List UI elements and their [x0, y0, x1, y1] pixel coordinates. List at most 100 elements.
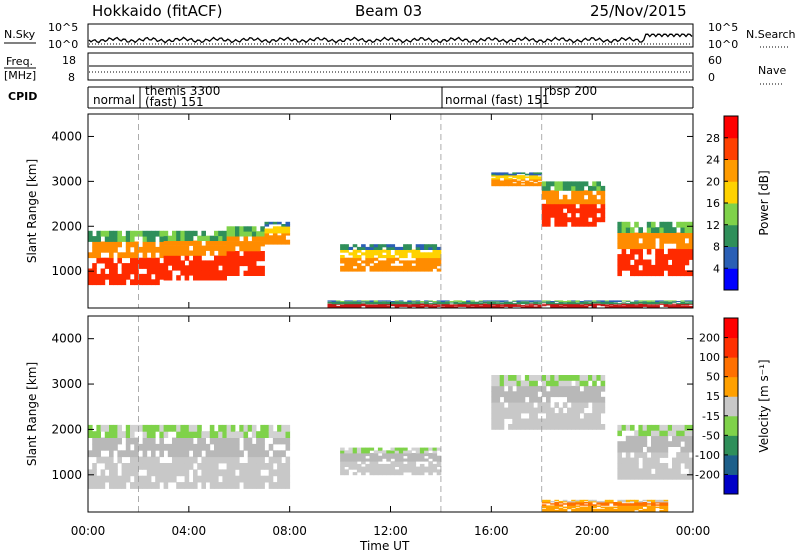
power-echo-cell	[382, 303, 387, 305]
power-echo-cell	[243, 231, 249, 237]
power-echo-cell	[663, 302, 669, 304]
power-echo-cell	[377, 306, 383, 308]
velocity-echo-cell	[92, 463, 97, 470]
power-echo-cell	[520, 175, 526, 177]
power-echo-cell	[554, 303, 559, 305]
power-echo-cell	[651, 227, 656, 233]
velocity-echo-cell	[634, 504, 639, 506]
power-echo-cell	[600, 194, 606, 200]
power-echo-cell	[92, 273, 97, 280]
velocity-echo-cell	[672, 468, 677, 475]
power-echo-cell	[134, 252, 139, 259]
velocity-echo-cell	[625, 507, 631, 510]
power-echo-cell	[579, 221, 585, 227]
velocity-echo-cell	[625, 499, 631, 502]
velocity-echo-cell	[592, 375, 597, 381]
power-echo-cell	[625, 254, 631, 260]
velocity-echo-cell	[352, 472, 358, 476]
power-echo-cell	[256, 255, 261, 262]
power-echo-cell	[394, 305, 400, 307]
velocity-echo-cell	[167, 463, 173, 470]
power-echo-cell	[592, 221, 597, 227]
velocity-echo-cell	[604, 503, 610, 505]
power-echo-cell	[600, 208, 606, 214]
velocity-echo-cell	[209, 437, 215, 445]
velocity-echo-cell	[609, 500, 614, 503]
velocity-echo-cell	[243, 482, 249, 489]
velocity-echo-cell	[546, 499, 551, 502]
velocity-echo-cell	[508, 407, 513, 414]
velocity-echo-cell	[667, 430, 673, 437]
velocity-colorbar-segment	[724, 415, 738, 436]
power-echo-cell	[415, 301, 421, 303]
power-echo-cell	[583, 303, 589, 305]
velocity-echo-cell	[550, 505, 555, 507]
velocity-echo-cell	[659, 468, 664, 475]
velocity-echo-cell	[655, 502, 660, 504]
power-echo-cell	[558, 306, 564, 308]
velocity-echo-cell	[604, 499, 610, 502]
velocity-echo-cell	[676, 473, 681, 480]
velocity-echo-cell	[550, 375, 555, 381]
power-echo-cell	[667, 270, 673, 277]
power-echo-cell	[146, 230, 152, 237]
velocity-echo-cell	[537, 418, 543, 425]
power-echo-cell	[583, 300, 589, 302]
velocity-echo-cell	[172, 456, 177, 464]
velocity-echo-cell	[348, 455, 354, 459]
velocity-echo-cell	[163, 424, 169, 432]
power-echo-cell	[268, 235, 274, 238]
velocity-echo-cell	[634, 468, 639, 475]
power-echo-cell	[491, 303, 496, 305]
velocity-echo-cell	[394, 472, 400, 476]
velocity-echo-cell	[651, 506, 656, 509]
power-echo-cell	[672, 254, 677, 260]
power-echo-cell	[398, 305, 404, 307]
velocity-echo-cell	[651, 499, 656, 502]
velocity-echo-cell	[533, 385, 538, 392]
power-echo-cell	[617, 254, 622, 260]
power-echo-cell	[113, 246, 118, 253]
velocity-echo-cell	[621, 468, 627, 475]
velocity-echo-cell	[218, 456, 223, 464]
power-echo-cell	[369, 257, 375, 261]
power-echo-cell	[92, 279, 97, 286]
power-echo-cell	[571, 185, 576, 191]
velocity-echo-cell	[424, 447, 429, 451]
velocity-echo-cell	[134, 463, 139, 470]
power-echo-cell	[184, 245, 190, 251]
velocity-echo-cell	[201, 463, 206, 470]
velocity-echo-cell	[348, 453, 354, 457]
power-echo-cell	[520, 184, 526, 187]
velocity-echo-cell	[193, 450, 198, 458]
velocity-echo-cell	[596, 402, 601, 408]
power-echo-cell	[562, 304, 568, 306]
velocity-echo-cell	[558, 502, 564, 504]
power-echo-cell	[180, 260, 185, 266]
power-echo-cell	[193, 265, 198, 271]
power-echo-cell	[440, 305, 446, 307]
velocity-echo-cell	[205, 469, 211, 477]
power-echo-cell	[503, 183, 509, 185]
power-echo-cell	[104, 230, 110, 237]
velocity-echo-cell	[344, 469, 349, 473]
velocity-echo-cell	[659, 499, 664, 502]
velocity-echo-cell	[205, 450, 211, 458]
velocity-echo-cell	[663, 505, 669, 507]
velocity-echo-cell	[184, 482, 190, 489]
power-echo-cell	[638, 254, 643, 260]
velocity-echo-cell	[394, 463, 400, 467]
velocity-echo-cell	[277, 463, 282, 470]
power-echo-cell	[432, 244, 438, 248]
power-echo-cell	[583, 212, 589, 218]
velocity-colorbar-segment	[724, 474, 738, 495]
power-echo-cell	[575, 301, 580, 303]
power-echo-cell	[415, 303, 421, 305]
velocity-echo-cell	[491, 380, 496, 387]
power-echo-cell	[482, 303, 488, 305]
power-echo-cell	[356, 303, 362, 305]
velocity-echo-cell	[403, 463, 408, 467]
velocity-echo-cell	[356, 453, 362, 457]
power-echo-cell	[600, 302, 606, 304]
power-echo-cell	[583, 203, 589, 209]
